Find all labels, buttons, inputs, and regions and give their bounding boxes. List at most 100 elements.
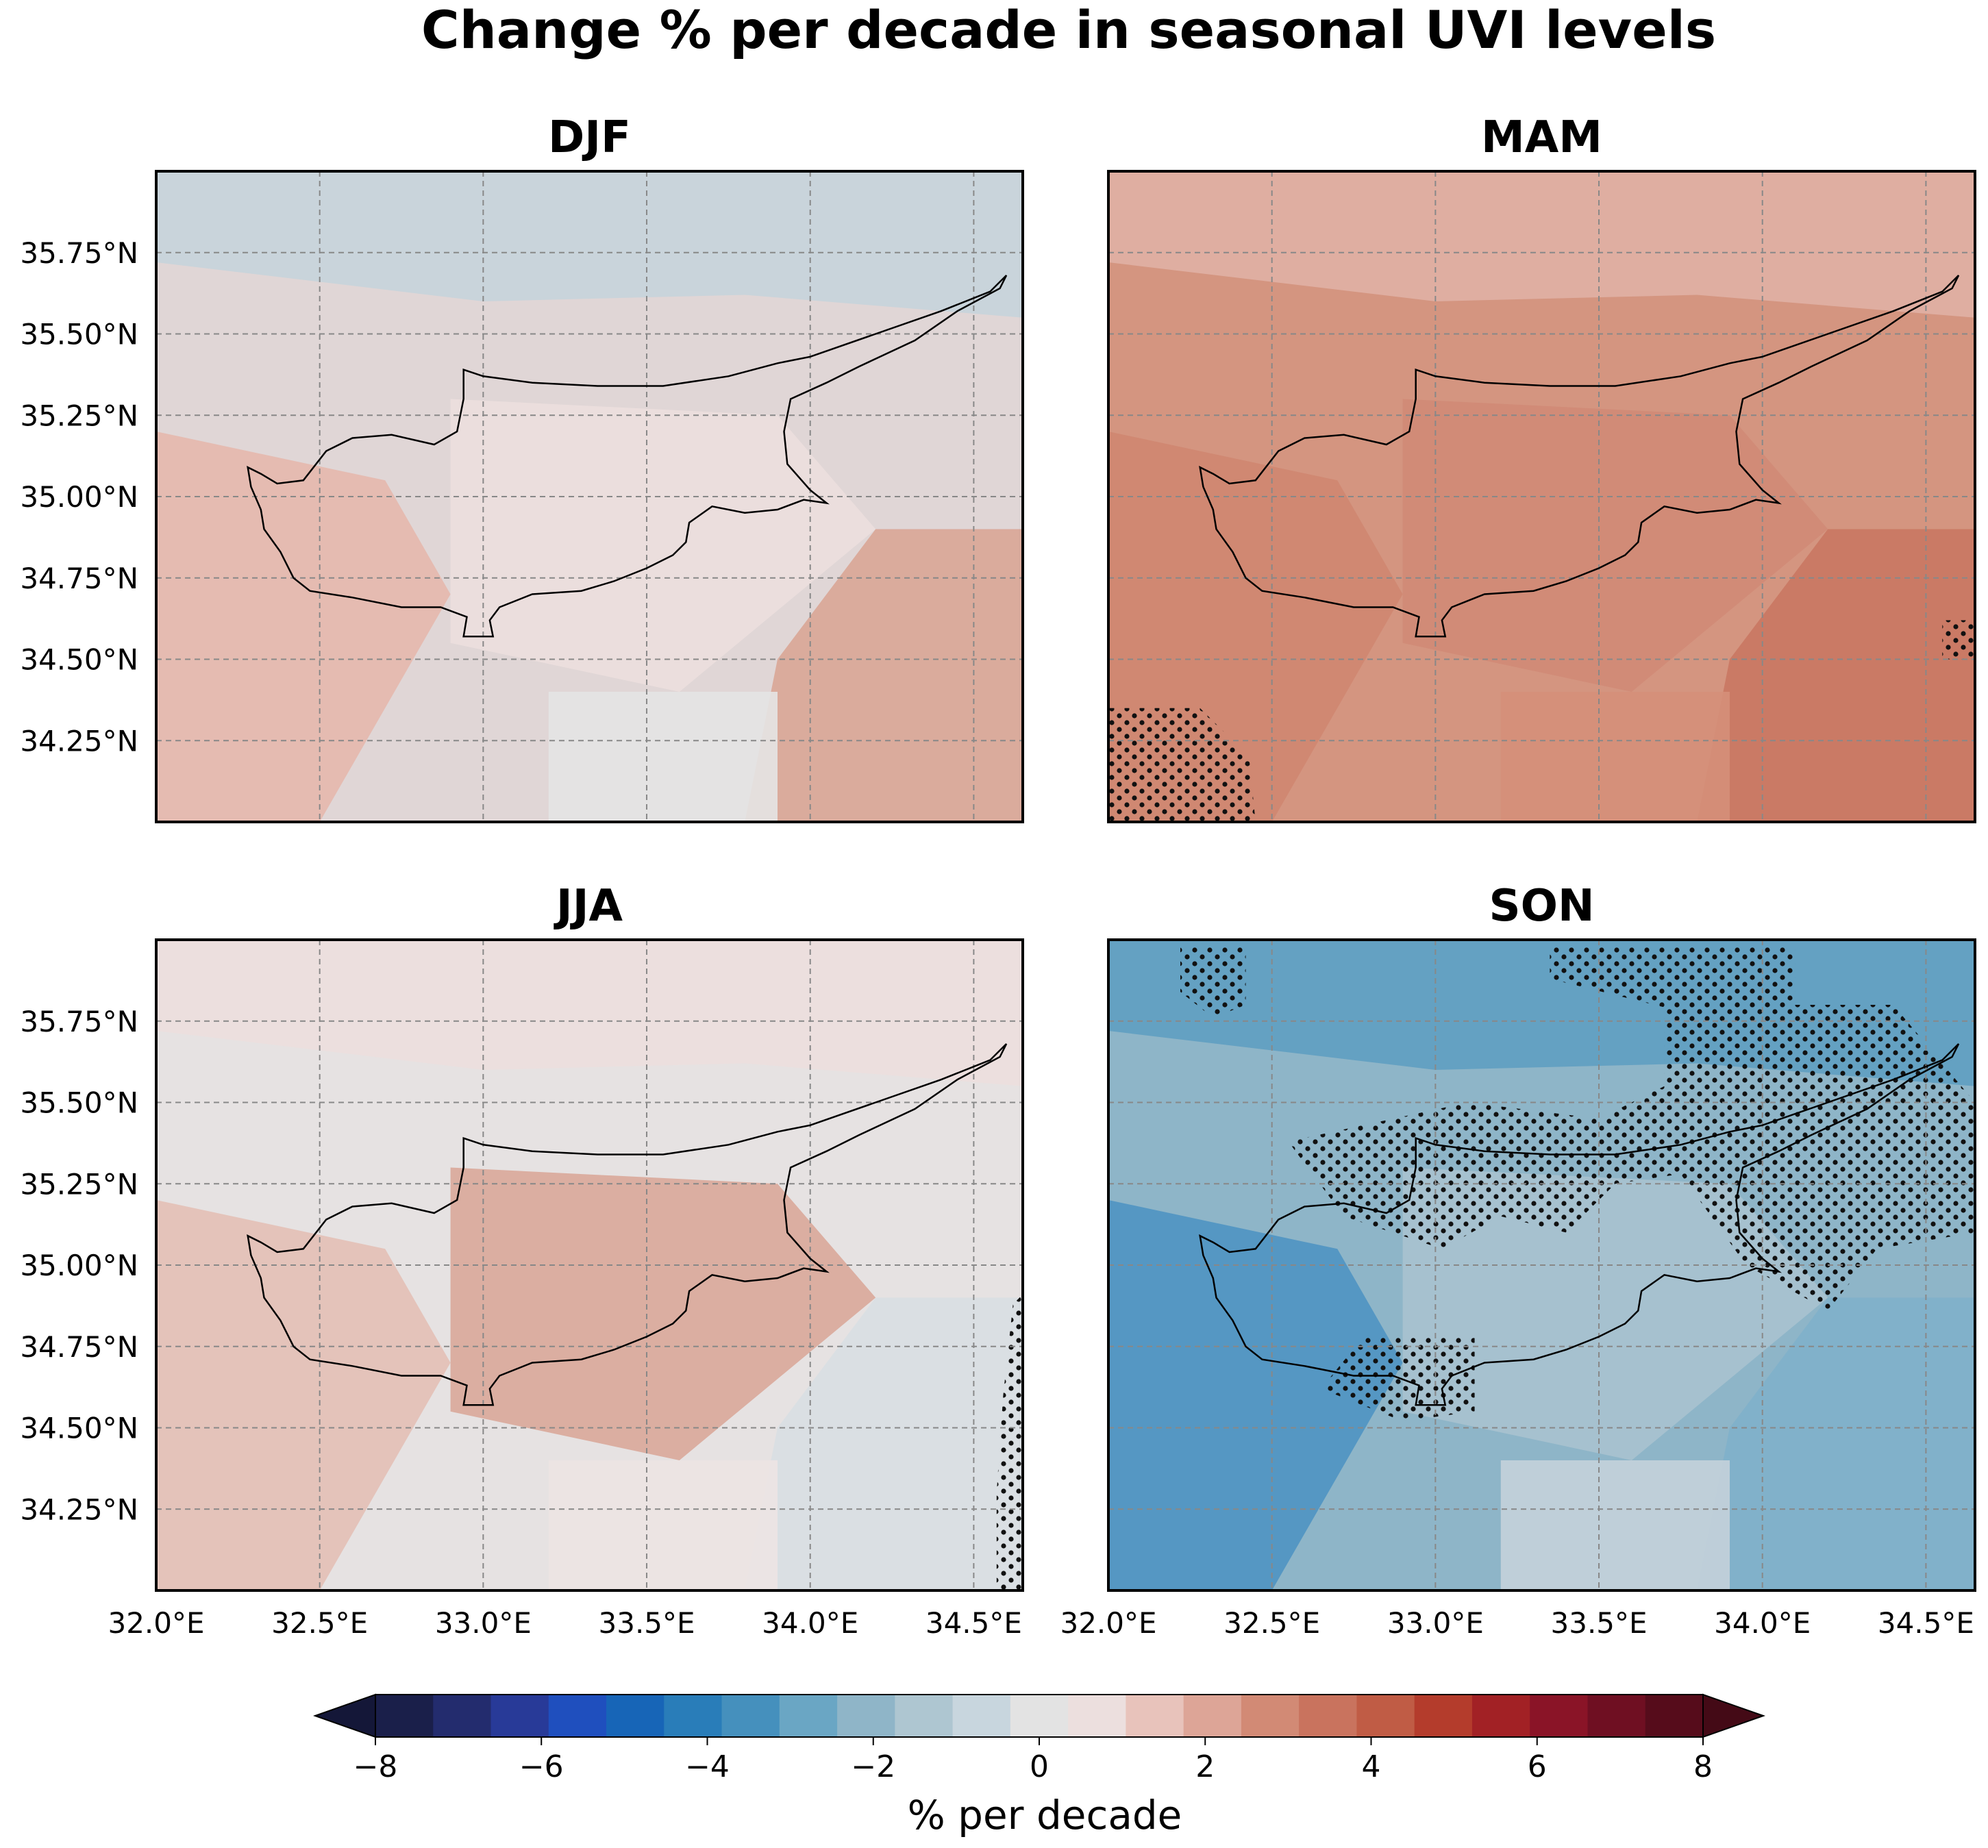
contour-region (450, 1167, 876, 1460)
colorbar-tick-label: 0 (1030, 1749, 1049, 1784)
lon-tick-label: 33.5°E (599, 1606, 695, 1640)
contour-region (156, 432, 451, 822)
colorbar-segment (433, 1695, 492, 1737)
lon-tick-label: 32.5°E (271, 1606, 368, 1640)
colorbar-segment (1356, 1695, 1415, 1737)
colorbar-segment (1587, 1695, 1646, 1737)
lon-tick-label: 34.5°E (1878, 1606, 1974, 1640)
colorbar-segment (490, 1695, 549, 1737)
panel-title: JJA (554, 881, 623, 932)
map-frame (155, 170, 1024, 823)
colorbar-segment (837, 1695, 895, 1737)
colorbar-segment (1471, 1695, 1530, 1737)
contour-region (156, 1200, 451, 1590)
cyprus-coastline (247, 275, 1008, 638)
cyprus-coastline (1199, 1043, 1960, 1406)
colorbar-segment (1414, 1695, 1473, 1737)
lat-tick-label: 34.50°N (20, 643, 138, 677)
lon-tick-label: 32.0°E (1060, 1606, 1156, 1640)
lon-tick-label: 34.0°E (762, 1606, 858, 1640)
lat-tick-label: 35.75°N (20, 236, 138, 270)
panel-title: SON (1489, 881, 1594, 932)
colorbar-segment (1645, 1695, 1704, 1737)
colorbar-tick-label: 4 (1362, 1749, 1381, 1784)
significance-stippling (1942, 620, 1975, 660)
contour-region (1108, 171, 1975, 318)
contour-region (745, 1297, 1023, 1590)
lon-tick-label: 34.5°E (925, 1606, 1022, 1640)
map-panel-jja: JJA 35.75°N 35.50°N 35.25°N 35.00°N 34.75°N 34… (20, 881, 1024, 1640)
lat-tick-label: 35.50°N (20, 1086, 138, 1120)
colorbar-segment (895, 1695, 954, 1737)
colorbar-segment (1299, 1695, 1358, 1737)
contour-region (548, 692, 778, 822)
cyprus-coastline (1199, 275, 1960, 638)
colorbar-segment (1068, 1695, 1126, 1737)
colorbar-tick-label: 8 (1693, 1749, 1713, 1784)
colorbar-extend-high (1702, 1693, 1766, 1738)
map-panel-mam: MAM (1107, 112, 1976, 823)
significance-stippling (996, 1294, 1023, 1590)
colorbar-segment (375, 1695, 434, 1737)
colorbar-extend-low (312, 1693, 376, 1738)
map-panel-djf: DJF 35.75°N 35.50°N 35.25°N 35.00°N 34.75°N 34… (20, 112, 1024, 823)
significance-stippling (1550, 946, 1796, 1012)
colorbar-segment (664, 1695, 723, 1737)
lat-tick-label: 34.75°N (20, 562, 138, 595)
colorbar-label: % per decade (908, 1792, 1182, 1838)
contour-region (450, 399, 876, 692)
lat-tick-label: 35.75°N (20, 1005, 138, 1038)
colorbar-segment (606, 1695, 664, 1737)
map-panel-son: SON 32.0°E 32.5°E 33.0°E 33.5°E 34.0°E 34.5°E (1060, 881, 1976, 1640)
significance-stippling (1108, 708, 1256, 822)
contour-region (156, 171, 1023, 318)
colorbar-segment (548, 1695, 607, 1737)
colorbar-segment (1241, 1695, 1300, 1737)
panel-title: MAM (1481, 112, 1602, 163)
figure-title: Change % per decade in seasonal UVI leve… (421, 0, 1716, 60)
lon-tick-label: 33.0°E (1387, 1606, 1484, 1640)
map-panels: DJF 35.75°N 35.50°N 35.25°N 35.00°N 34.75°N 34… (20, 112, 1976, 1640)
panel-title: DJF (548, 112, 631, 163)
lon-tick-label: 33.0°E (435, 1606, 532, 1640)
contour-region (548, 1460, 778, 1590)
significance-stippling (1180, 946, 1246, 1018)
colorbar: −8 −6 −4 −2 0 2 4 6 8 (312, 1693, 1766, 1784)
cyprus-coastline (247, 1043, 1008, 1406)
lat-tick-label: 35.00°N (20, 480, 138, 514)
colorbar-segment (952, 1695, 1011, 1737)
colorbar-segment (1183, 1695, 1242, 1737)
lat-tick-label: 35.00°N (20, 1249, 138, 1282)
map-frame (1107, 938, 1976, 1592)
colorbar-segment (1126, 1695, 1184, 1737)
colorbar-segment (721, 1695, 780, 1737)
lon-tick-label: 32.5°E (1223, 1606, 1320, 1640)
lon-tick-label: 33.5°E (1551, 1606, 1648, 1640)
lat-tick-label: 35.25°N (20, 1167, 138, 1201)
colorbar-tick-label: 6 (1528, 1749, 1547, 1784)
contour-region (1402, 399, 1828, 692)
colorbar-segment (779, 1695, 838, 1737)
map-frame (1107, 170, 1976, 823)
colorbar-tick-label: −2 (851, 1749, 895, 1784)
map-frame (155, 938, 1024, 1592)
contour-region (1697, 529, 1975, 822)
contour-region (1697, 1297, 1975, 1590)
colorbar-tick-label: −6 (519, 1749, 564, 1784)
lon-tick-label: 32.0°E (108, 1606, 204, 1640)
colorbar-tick-label: −4 (685, 1749, 730, 1784)
contour-region (1402, 1167, 1828, 1460)
contour-region (156, 940, 1023, 1086)
lat-tick-label: 35.50°N (20, 318, 138, 351)
lat-tick-label: 35.25°N (20, 399, 138, 432)
lat-tick-label: 34.75°N (20, 1330, 138, 1364)
significance-stippling (1288, 1005, 1975, 1311)
contour-region (1500, 692, 1730, 822)
significance-stippling (1321, 1336, 1475, 1421)
lon-tick-label: 34.0°E (1714, 1606, 1811, 1640)
colorbar-tick-label: −8 (353, 1749, 398, 1784)
lat-tick-label: 34.25°N (20, 1493, 138, 1526)
colorbar-segment (1010, 1695, 1069, 1737)
contour-region (745, 529, 1023, 822)
